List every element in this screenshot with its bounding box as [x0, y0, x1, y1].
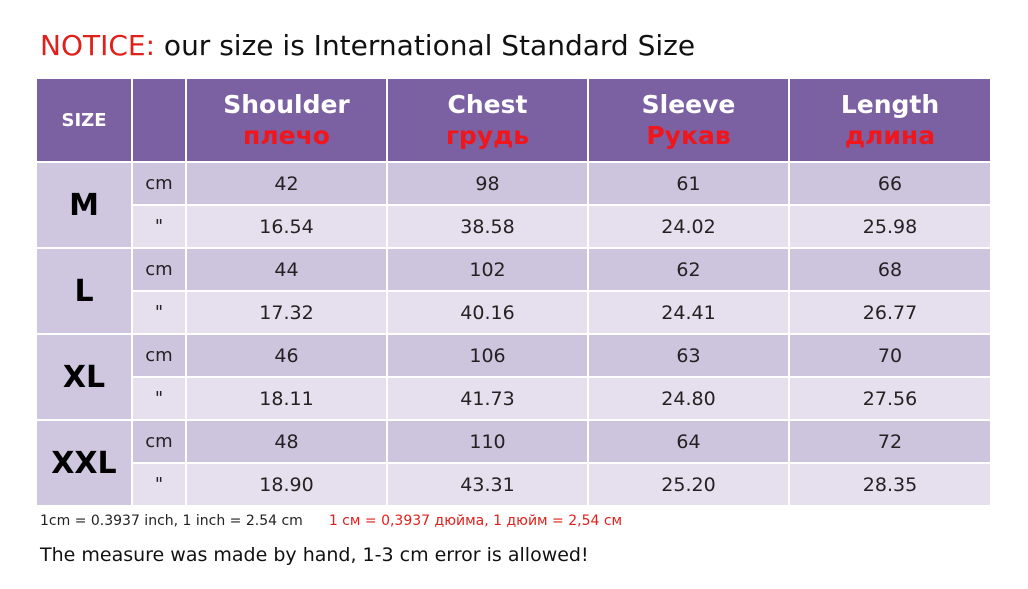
value-cell: 24.80: [587, 376, 790, 421]
value-cell: 66: [788, 161, 992, 206]
value-cell: 68: [788, 247, 992, 292]
size-header: SIZE: [35, 77, 133, 163]
value-cell: 44: [185, 247, 388, 292]
value-cell: 18.11: [185, 376, 388, 421]
value-cell: 102: [386, 247, 589, 292]
size-chart-table: SIZE Shoulder плечо Chest грудь Sleeve Рука…: [35, 77, 992, 507]
column-header-ru: длина: [844, 121, 936, 150]
value-cell: 48: [185, 419, 388, 464]
notice-heading: NOTICE: our size is International Standa…: [40, 28, 695, 64]
size-label: XXL: [35, 419, 133, 507]
column-header-ru: грудь: [445, 121, 530, 150]
value-cell: 63: [587, 333, 790, 378]
value-cell: 70: [788, 333, 992, 378]
measurement-note: The measure was made by hand, 1-3 cm err…: [40, 544, 589, 566]
conversion-note: 1cm = 0.3937 inch, 1 inch = 2.54 cm 1 см …: [40, 511, 622, 531]
value-cell: 25.20: [587, 462, 790, 507]
value-cell: 110: [386, 419, 589, 464]
value-cell: 25.98: [788, 204, 992, 249]
table-row: " 17.32 40.16 24.41 26.77: [36, 290, 992, 335]
column-header-ru: плечо: [243, 121, 330, 150]
value-cell: 17.32: [185, 290, 388, 335]
size-label: XL: [35, 333, 133, 421]
value-cell: 72: [788, 419, 992, 464]
value-cell: 26.77: [788, 290, 992, 335]
value-cell: 38.58: [386, 204, 589, 249]
column-header-ru: Рукав: [646, 121, 731, 150]
table-row: XXL cm 48 110 64 72: [35, 419, 992, 507]
conversion-note-ru: 1 см = 0,3937 дюйма, 1 дюйм = 2,54 см: [328, 513, 623, 529]
table-row: " 16.54 38.58 24.02 25.98: [36, 204, 992, 249]
value-cell: 43.31: [386, 462, 589, 507]
conversion-note-en: 1cm = 0.3937 inch, 1 inch = 2.54 cm: [40, 513, 303, 529]
notice-label: NOTICE:: [40, 29, 156, 62]
column-header-en: Length: [840, 90, 940, 119]
size-label: L: [35, 247, 133, 335]
value-cell: 62: [587, 247, 790, 292]
size-label: M: [35, 161, 133, 249]
value-cell: 24.41: [587, 290, 790, 335]
unit-cell: ": [131, 376, 187, 421]
unit-cell: cm: [131, 419, 187, 464]
unit-cell: cm: [131, 247, 187, 292]
table-header-row: SIZE Shoulder плечо Chest грудь Sleeve Рука…: [35, 77, 992, 163]
table-row: L cm 44 102 62 68: [35, 247, 992, 335]
value-cell: 98: [386, 161, 589, 206]
column-header-en: Chest: [447, 90, 528, 119]
column-header-shoulder: Shoulder плечо: [185, 77, 388, 163]
column-header-chest: Chest грудь: [386, 77, 589, 163]
value-cell: 64: [587, 419, 790, 464]
unit-cell: cm: [131, 333, 187, 378]
value-cell: 24.02: [587, 204, 790, 249]
value-cell: 106: [386, 333, 589, 378]
notice-text: our size is International Standard Size: [155, 29, 696, 62]
unit-cell: ": [131, 290, 187, 335]
table-row: XL cm 46 106 63 70: [35, 333, 992, 421]
value-cell: 27.56: [788, 376, 992, 421]
value-cell: 41.73: [386, 376, 589, 421]
value-cell: 61: [587, 161, 790, 206]
unit-cell: ": [131, 462, 187, 507]
value-cell: 42: [185, 161, 388, 206]
column-header-sleeve: Sleeve Рукав: [587, 77, 790, 163]
column-header-en: Sleeve: [641, 90, 736, 119]
unit-header: [131, 77, 187, 163]
value-cell: 40.16: [386, 290, 589, 335]
table-row: " 18.90 43.31 25.20 28.35: [36, 462, 992, 507]
column-header-length: Length длина: [788, 77, 992, 163]
unit-cell: cm: [131, 161, 187, 206]
table-row: " 18.11 41.73 24.80 27.56: [36, 376, 992, 421]
value-cell: 18.90: [185, 462, 388, 507]
unit-cell: ": [131, 204, 187, 249]
value-cell: 16.54: [185, 204, 388, 249]
value-cell: 28.35: [788, 462, 992, 507]
column-header-en: Shoulder: [223, 90, 350, 119]
value-cell: 46: [185, 333, 388, 378]
table-row: M cm 42 98 61 66: [35, 161, 992, 249]
